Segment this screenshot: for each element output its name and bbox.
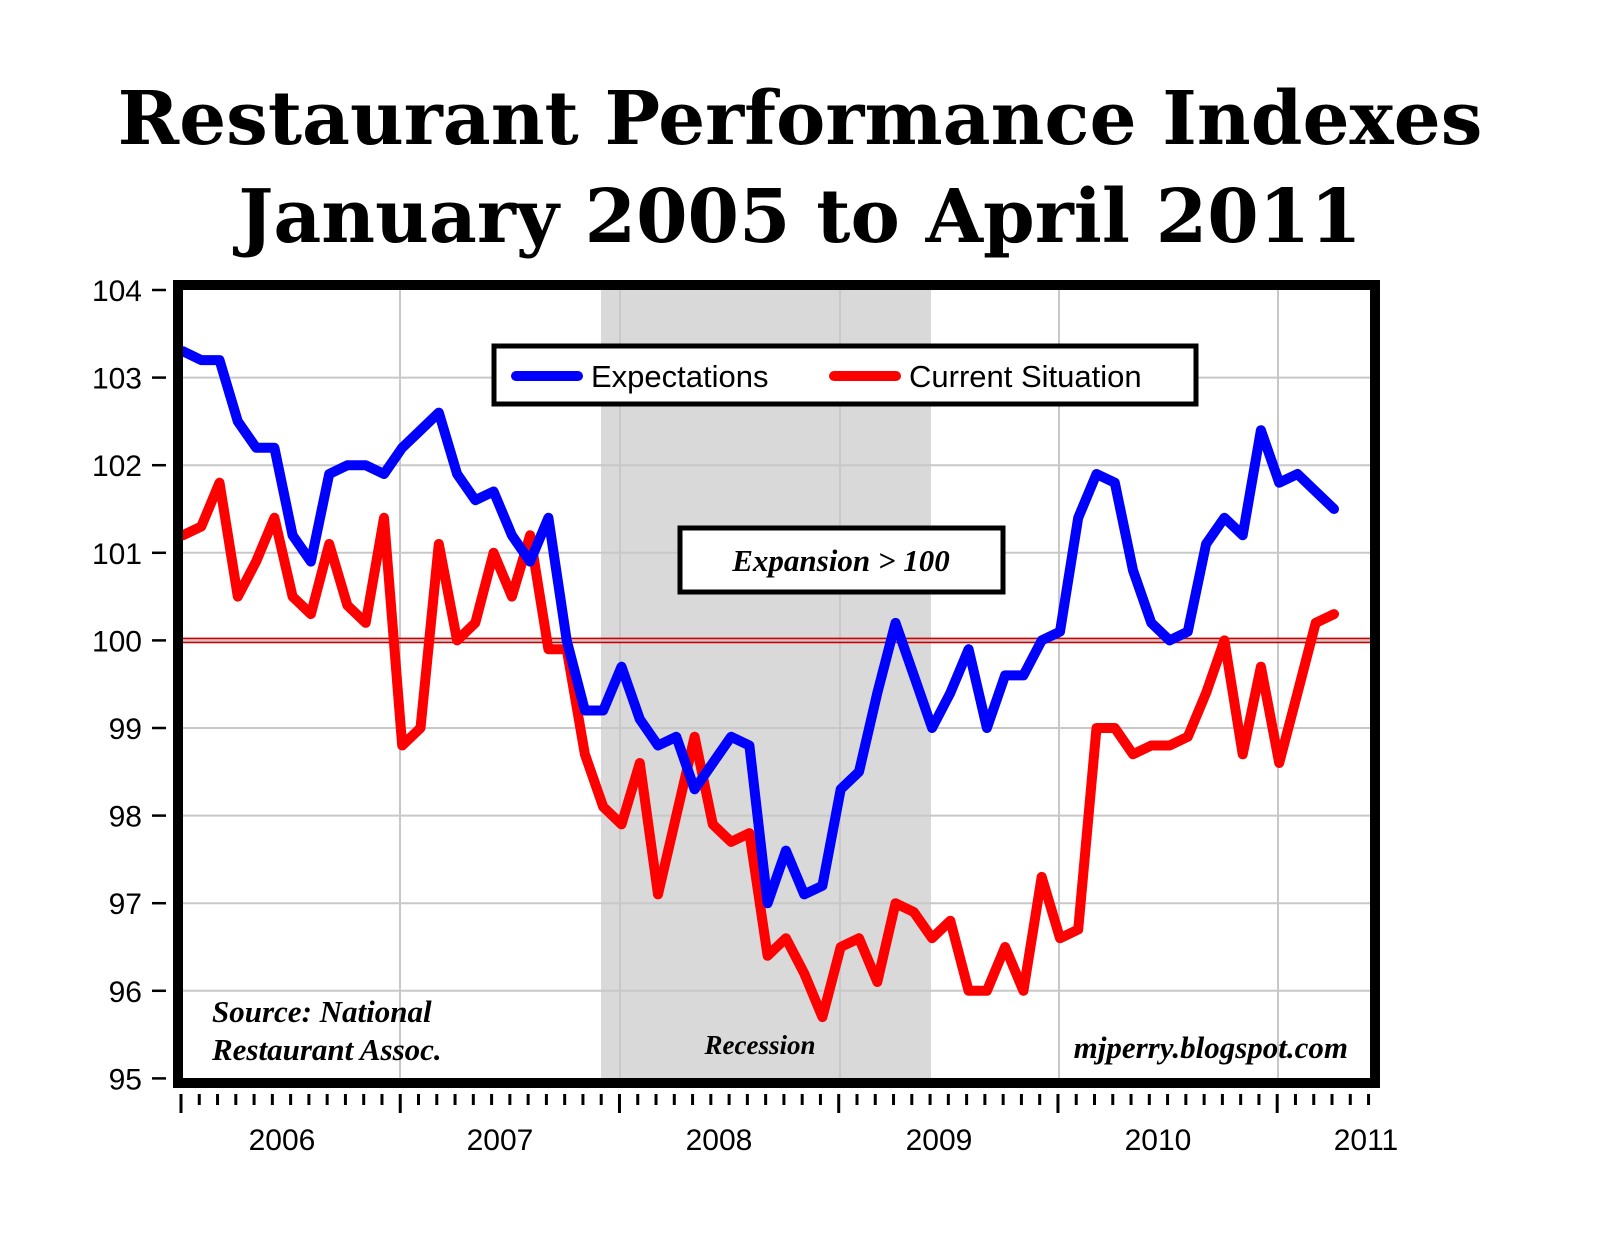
x-tick-label: 2009 (906, 1124, 973, 1157)
watermark: mjperry.blogspot.com (1074, 1030, 1348, 1065)
y-axis: 95 96 97 98 99 100 101 102 103 104 (92, 275, 166, 1096)
plot-frame (173, 280, 1380, 1088)
x-axis: 2006 2007 2008 2009 2010 2011 (179, 1094, 1399, 1157)
source-line2: Restaurant Assoc. (211, 1032, 442, 1067)
y-tick-label: 95 (109, 1063, 142, 1096)
recession-label: Recession (704, 1030, 816, 1060)
x-tick-label: 2011 (1334, 1124, 1399, 1157)
expansion-annotation: Expansion > 100 (677, 525, 1006, 595)
series-line-current-situation (178, 477, 1339, 1023)
x-tick-label: 2007 (467, 1124, 534, 1157)
chart-title-line1: Restaurant Performance Indexes (117, 76, 1483, 162)
y-tick-label: 102 (92, 450, 142, 483)
legend-label-current-situation: Current Situation (909, 359, 1142, 394)
x-tick-label: 2006 (249, 1124, 316, 1157)
y-tick-label: 96 (109, 976, 142, 1009)
legend: Expectations Current Situation (491, 343, 1199, 407)
y-tick-label: 99 (109, 713, 142, 746)
series-line-expectations (178, 346, 1339, 909)
y-tick-label: 101 (92, 538, 142, 571)
chart-title-line2: January 2005 to April 2011 (238, 174, 1362, 260)
x-tick-label: 2010 (1125, 1124, 1192, 1157)
expansion-label: Expansion > 100 (731, 543, 950, 578)
y-tick-label: 98 (109, 801, 142, 834)
y-tick-label: 100 (92, 625, 142, 658)
y-tick-label: 103 (92, 363, 142, 396)
data-series (178, 346, 1339, 1023)
x-tick-label: 2008 (686, 1124, 753, 1157)
y-tick-label: 97 (109, 888, 142, 921)
y-tick-label: 104 (92, 275, 142, 308)
legend-label-expectations: Expectations (591, 359, 769, 394)
source-line1: Source: National (212, 994, 432, 1029)
